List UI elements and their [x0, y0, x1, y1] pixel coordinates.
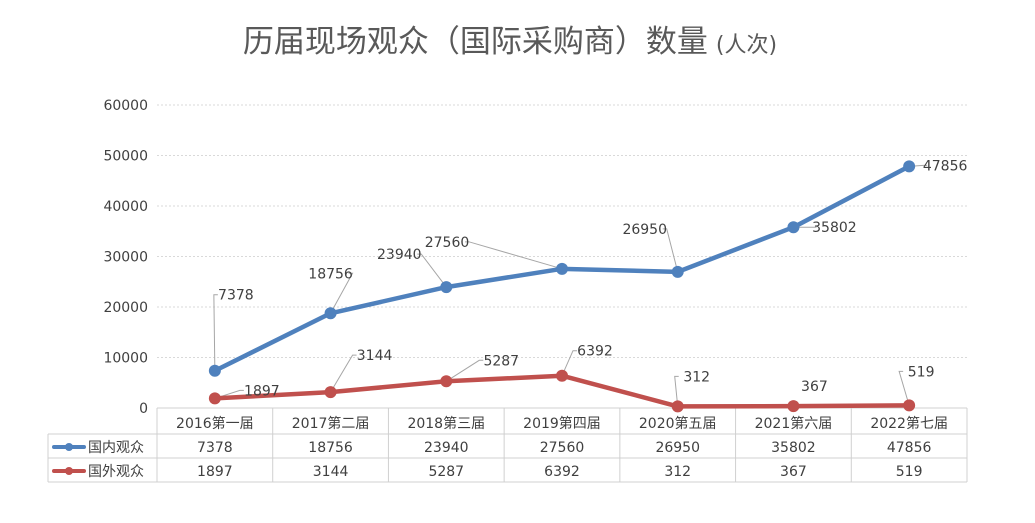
data-label: 1897 [244, 383, 280, 399]
leader-line [446, 359, 484, 382]
leader-line [898, 370, 910, 406]
leader-line [662, 228, 679, 273]
data-point [556, 262, 568, 275]
y-tick-label: 30000 [103, 250, 148, 266]
table-cell: 6392 [544, 464, 580, 480]
data-point [787, 400, 800, 413]
table-cell: 26950 [655, 440, 700, 456]
x-category-label: 2019第四届 [523, 415, 601, 432]
x-category-label: 2022第七届 [870, 415, 948, 432]
data-point [208, 364, 221, 377]
table-cell: 23940 [424, 440, 469, 456]
data-point [787, 221, 800, 234]
y-tick-label: 60000 [103, 98, 148, 114]
legend-label: 国内观众 [88, 440, 144, 456]
table-cell: 47856 [887, 440, 932, 456]
legend-marker-0 [65, 443, 73, 451]
data-label: 7378 [218, 288, 254, 304]
data-point [208, 392, 221, 405]
legend-label: 国外观众 [88, 464, 144, 480]
data-label: 35802 [812, 220, 857, 236]
y-tick-label: 20000 [103, 300, 148, 316]
legend-marker-1 [65, 467, 73, 475]
data-label: 367 [801, 379, 828, 395]
table-cell: 1897 [197, 464, 233, 480]
leader-line [561, 350, 577, 376]
chart-title: 历届现场观众（国际采购商）数量 (人次) [243, 24, 777, 60]
data-point [440, 281, 453, 294]
table-cell: 312 [664, 464, 691, 480]
table-cell: 27560 [540, 440, 585, 456]
leader-line [330, 354, 357, 393]
data-label: 3144 [357, 348, 393, 364]
x-category-label: 2020第五届 [639, 415, 717, 432]
y-tick-label: 50000 [103, 149, 148, 165]
y-tick-label: 40000 [103, 199, 148, 215]
data-point [903, 399, 916, 412]
leader-line [213, 294, 218, 371]
x-category-label: 2021第六届 [755, 415, 833, 432]
data-point [671, 265, 684, 278]
data-label: 6392 [577, 344, 613, 360]
data-point [324, 307, 337, 320]
x-category-label: 2018第三届 [407, 415, 485, 432]
table-cell: 35802 [771, 440, 816, 456]
data-label: 27560 [425, 235, 470, 251]
data-point [556, 369, 568, 382]
data-label: 312 [683, 369, 710, 385]
x-category-label: 2017第二届 [292, 415, 370, 432]
data-point [903, 160, 916, 173]
table-cell: 18756 [308, 440, 353, 456]
leader-line [417, 253, 447, 288]
data-point [671, 400, 684, 413]
leader-line [330, 272, 354, 314]
data-label: 5287 [483, 353, 519, 369]
data-label: 47856 [923, 158, 968, 174]
table-cell: 367 [780, 464, 807, 480]
data-point [440, 375, 453, 388]
table-cell: 7378 [197, 440, 233, 456]
y-tick-label: 10000 [103, 351, 148, 367]
chart-title-unit: (人次) [716, 33, 777, 58]
data-label: 26950 [622, 222, 667, 238]
x-category-label: 2016第一届 [176, 415, 254, 432]
table-cell: 3144 [313, 464, 349, 480]
data-label: 18756 [308, 266, 353, 282]
table-cell: 5287 [428, 464, 464, 480]
data-label: 23940 [377, 247, 422, 263]
data-point [324, 386, 337, 399]
y-tick-label: 0 [139, 401, 148, 417]
leader-line [465, 241, 563, 270]
table-cell: 519 [896, 464, 923, 480]
data-label: 519 [908, 364, 935, 380]
leader-line [674, 375, 679, 407]
